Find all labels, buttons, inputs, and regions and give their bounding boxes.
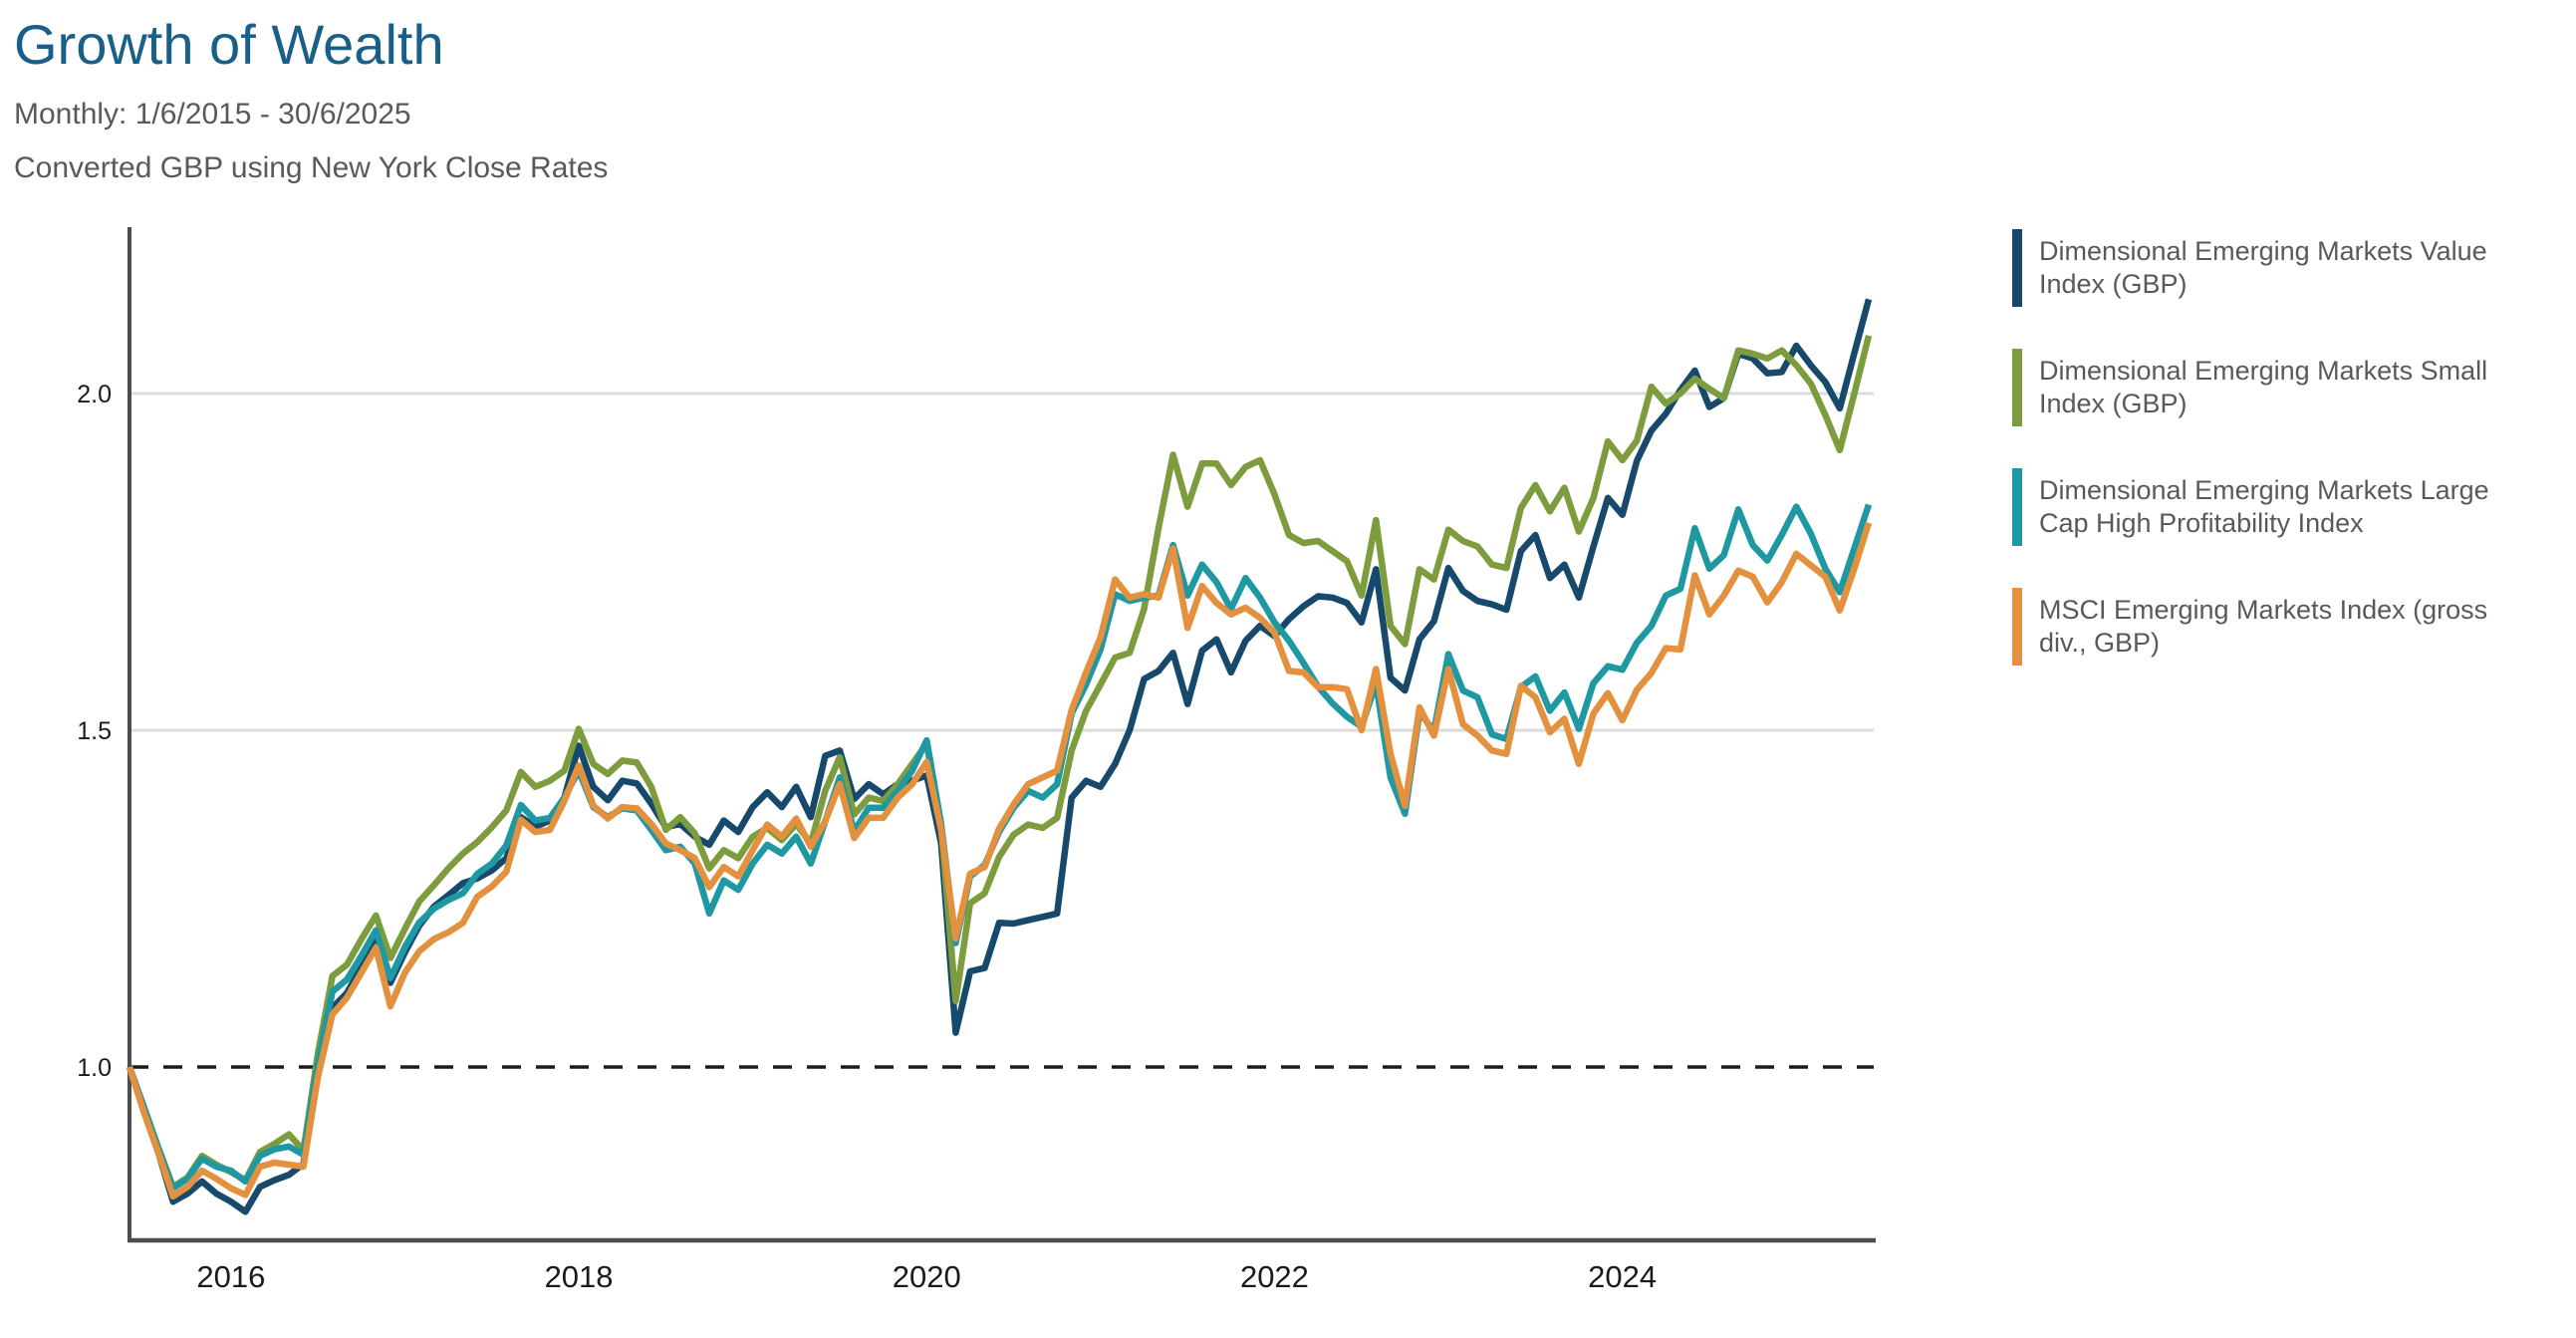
- legend-swatch: [2012, 229, 2022, 307]
- legend-swatch: [2012, 588, 2022, 666]
- legend-item-label: Dimensional Emerging Markets Value Index…: [2039, 236, 2487, 299]
- legend-swatch: [2012, 468, 2022, 546]
- legend-item-label: Dimensional Emerging Markets Large Cap H…: [2039, 475, 2489, 538]
- chart-canvas: 2.0 1.5 1.0 2016 2018 2020 2022 2024: [77, 227, 1876, 1294]
- x-tick-label: 2024: [1588, 1259, 1657, 1294]
- y-tick-label: 2.0: [77, 381, 112, 408]
- x-tick-label: 2016: [196, 1259, 265, 1294]
- chart-header: Growth of Wealth: [14, 0, 444, 80]
- legend-item: Dimensional Emerging Markets Large Cap H…: [2012, 468, 2550, 546]
- chart-legend: Dimensional Emerging Markets Value Index…: [2012, 229, 2550, 707]
- y-tick-label: 1.0: [77, 1054, 112, 1082]
- legend-item: Dimensional Emerging Markets Value Index…: [2012, 229, 2550, 307]
- series-line-1: [126, 298, 1873, 1215]
- x-tick-label: 2018: [545, 1259, 614, 1294]
- chart-subtitle-period: Monthly: 1/6/2015 - 30/6/2025: [14, 98, 411, 131]
- x-tick-label: 2022: [1240, 1259, 1309, 1294]
- x-tick-label: 2020: [893, 1259, 961, 1294]
- legend-item-label: MSCI Emerging Markets Index (gross div.,…: [2039, 595, 2488, 658]
- series-line-2: [126, 335, 1873, 1191]
- chart-subtitle-currency: Converted GBP using New York Close Rates: [14, 151, 609, 184]
- legend-item: MSCI Emerging Markets Index (gross div.,…: [2012, 588, 2550, 666]
- legend-item-label: Dimensional Emerging Markets Small Index…: [2039, 356, 2488, 418]
- legend-swatch: [2012, 349, 2022, 426]
- legend-item: Dimensional Emerging Markets Small Index…: [2012, 349, 2550, 426]
- y-tick-label: 1.5: [77, 717, 112, 745]
- growth-of-wealth-chart: 2.0 1.5 1.0 2016 2018 2020 2022 2024: [77, 227, 1876, 1294]
- series-line-4: [126, 521, 1873, 1201]
- series-line-3: [126, 503, 1873, 1192]
- page-title: Growth of Wealth: [14, 13, 444, 76]
